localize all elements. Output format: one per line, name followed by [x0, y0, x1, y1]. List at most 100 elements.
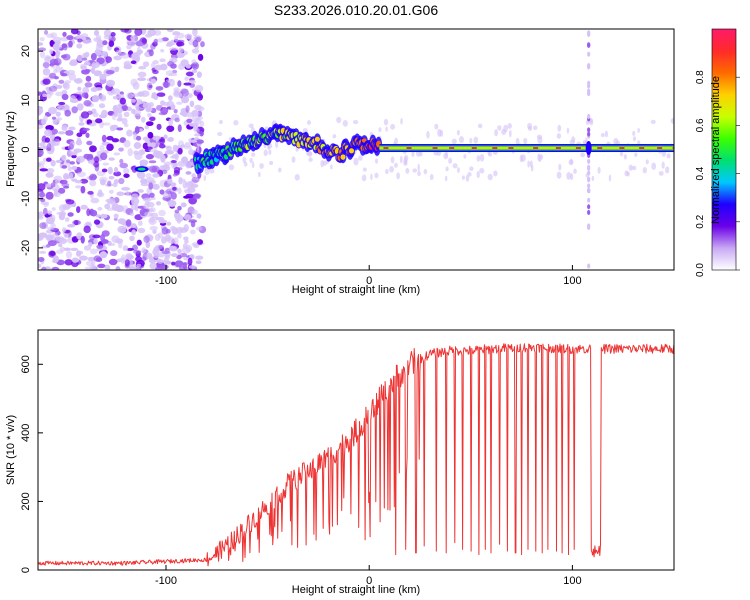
- faint-blob: [383, 118, 389, 126]
- figure-title: S233.2026.010.20.01.G06: [274, 2, 438, 18]
- snr-y-label: SNR (10 * v/v): [5, 415, 17, 485]
- colorbar-frame: [711, 28, 737, 271]
- noise-blob: [191, 48, 200, 54]
- faint-blob: [196, 145, 200, 154]
- noise-blob: [188, 149, 195, 156]
- noise-blob: [150, 78, 157, 84]
- noise-blob: [45, 172, 54, 178]
- noise-blob: [51, 116, 57, 120]
- stable-line-peak: [597, 147, 603, 150]
- noise-blob: [174, 117, 180, 123]
- noise-blob: [42, 61, 50, 69]
- faint-blob: [573, 168, 577, 174]
- noise-blob: [129, 235, 135, 242]
- noise-blob: [120, 29, 130, 33]
- noise-blob: [107, 242, 116, 246]
- noise-blob: [61, 43, 68, 49]
- noise-blob: [88, 175, 94, 181]
- faint-blob: [628, 164, 633, 171]
- noise-blob: [61, 227, 67, 233]
- faint-blob: [569, 139, 575, 146]
- stable-line-peak: [639, 147, 645, 150]
- noise-blob: [150, 62, 156, 69]
- faint-blob: [332, 134, 337, 139]
- noise-blob: [62, 31, 67, 37]
- noise-blob: [119, 158, 124, 164]
- noise-blob: [116, 127, 124, 131]
- noise-blob: [168, 118, 174, 127]
- noise-blob: [97, 263, 106, 269]
- noise-blob: [95, 214, 101, 218]
- colorbar-gradient: [712, 29, 736, 270]
- faint-blob: [242, 156, 247, 164]
- noise-blob: [120, 254, 126, 261]
- noise-blob: [173, 35, 179, 42]
- noise-blob: [71, 165, 78, 171]
- faint-blob: [444, 175, 448, 182]
- noise-blob: [94, 87, 103, 91]
- noise-blob: [117, 218, 126, 225]
- noise-blob: [93, 219, 101, 225]
- noise-blob: [185, 105, 190, 113]
- noise-blob: [78, 250, 84, 255]
- noise-blob: [196, 213, 202, 219]
- noise-blob: [45, 147, 52, 151]
- spectrogram-y-tick-label: 0: [20, 146, 32, 152]
- noise-blob: [142, 197, 152, 202]
- faint-blob: [465, 174, 470, 182]
- noise-blob: [181, 96, 190, 104]
- noise-blob: [170, 63, 177, 69]
- faint-blob: [419, 150, 423, 157]
- noise-blob: [107, 180, 112, 187]
- noise-blob: [82, 57, 88, 61]
- noise-blob: [189, 122, 197, 127]
- noise-blob: [63, 247, 71, 251]
- faint-blob: [361, 174, 367, 182]
- faint-blob: [537, 153, 541, 162]
- faint-blob: [374, 158, 379, 164]
- noise-blob: [76, 30, 81, 36]
- noise-blob: [152, 69, 159, 75]
- noise-blob: [51, 266, 60, 270]
- noise-blob: [79, 178, 89, 184]
- faint-blob: [423, 168, 428, 175]
- noise-blob: [110, 250, 118, 257]
- spike-column-blob: [587, 177, 591, 183]
- noise-blob: [50, 182, 56, 188]
- faint-blob: [445, 166, 449, 172]
- noise-blob: [173, 237, 179, 245]
- faint-blob: [217, 131, 223, 137]
- noise-blob: [76, 155, 85, 163]
- noise-blob: [141, 247, 147, 254]
- noise-blob: [133, 249, 142, 254]
- noise-blob: [43, 202, 49, 207]
- faint-blob: [456, 129, 460, 136]
- noise-blob: [189, 100, 195, 108]
- faint-blob: [405, 167, 410, 174]
- noise-blob: [57, 104, 62, 109]
- spike-column-blob: [587, 263, 591, 269]
- noise-blob: [183, 224, 189, 232]
- noise-blob: [146, 82, 153, 91]
- noise-blob: [113, 166, 119, 173]
- noise-blob: [165, 260, 172, 265]
- noise-blob: [130, 60, 137, 65]
- noise-blob: [75, 139, 83, 146]
- noise-blob: [90, 209, 98, 217]
- noise-blob: [121, 117, 128, 125]
- stable-line-peak: [555, 147, 561, 150]
- faint-blob: [426, 130, 430, 139]
- noise-blob: [58, 243, 63, 248]
- faint-blob: [403, 154, 409, 162]
- noise-blob: [102, 40, 108, 46]
- noise-blob: [183, 195, 191, 199]
- noise-blob: [160, 236, 167, 244]
- snr-frame: [37, 329, 675, 571]
- noise-blob: [76, 206, 81, 214]
- noise-blob: [152, 135, 162, 141]
- noise-blob: [100, 109, 108, 118]
- noise-blob: [155, 201, 162, 206]
- faint-blob: [634, 152, 638, 157]
- noise-blob: [38, 106, 44, 115]
- noise-blob: [129, 212, 135, 217]
